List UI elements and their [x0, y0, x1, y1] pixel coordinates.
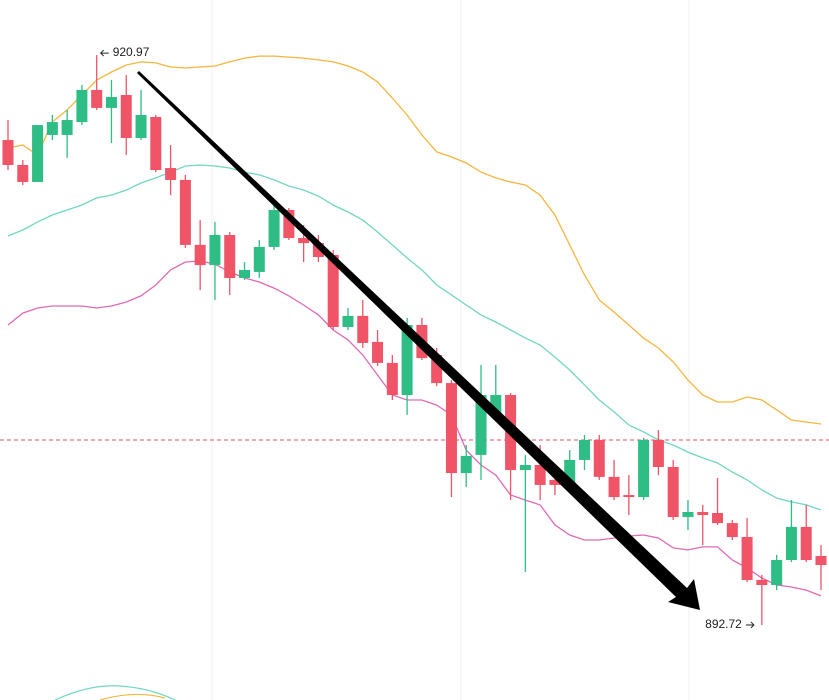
candle-body — [386, 362, 398, 395]
vertical-grid — [211, 0, 690, 700]
candle-body — [135, 114, 147, 138]
candle-body — [564, 459, 576, 485]
candle-body — [224, 235, 236, 278]
candle-body — [372, 341, 384, 363]
candle-body — [401, 324, 413, 395]
candle-body — [785, 526, 797, 560]
candle-body — [342, 315, 354, 328]
candle-body — [623, 495, 635, 498]
high-label: 920.97 — [113, 45, 150, 59]
candle-body — [165, 168, 177, 180]
candle-body — [741, 537, 753, 580]
candle-body — [771, 560, 783, 586]
band-line — [7, 55, 822, 425]
indicator-line — [54, 685, 176, 700]
candle-body — [475, 394, 487, 455]
candle-body — [460, 455, 472, 474]
candle-body — [712, 512, 724, 524]
low-label: 892.72 — [705, 617, 742, 631]
candle-body — [697, 511, 709, 516]
candle-body — [608, 476, 620, 498]
candle-body — [17, 165, 29, 182]
pointer — [99, 49, 109, 57]
candle-body — [490, 394, 502, 415]
candle-body — [578, 439, 590, 460]
candle-body — [120, 95, 132, 138]
candle-body — [549, 479, 561, 485]
arrow — [137, 71, 700, 610]
band-line — [7, 164, 822, 511]
trend-arrow — [137, 71, 700, 610]
candle-body — [815, 555, 827, 566]
candle-body — [682, 511, 694, 518]
candle-body — [253, 246, 265, 272]
candle-body — [756, 579, 768, 586]
candle-body — [209, 235, 221, 266]
candle-body — [534, 464, 546, 485]
candle-body — [194, 244, 206, 266]
candle-body — [105, 97, 117, 108]
candle-body — [312, 243, 324, 258]
candle-body — [431, 355, 443, 384]
candle-body — [46, 122, 58, 135]
candle-body — [298, 238, 310, 244]
candle-body — [800, 526, 812, 560]
candle-body — [2, 140, 14, 166]
candle-body — [283, 210, 295, 239]
candle-body — [32, 125, 44, 182]
candle-body — [445, 383, 457, 474]
candle-body — [652, 439, 664, 468]
candle-body — [91, 89, 103, 108]
candle-body — [593, 439, 605, 477]
candle-body — [327, 254, 339, 328]
pointer — [745, 621, 755, 629]
indicator-line — [99, 693, 166, 700]
candle-body — [726, 523, 738, 538]
candle-body — [638, 439, 650, 498]
candle-body — [179, 179, 191, 245]
candle-body — [667, 467, 679, 518]
candle-body — [519, 464, 531, 471]
lower-panel-peek — [54, 685, 176, 700]
candle-body — [239, 269, 251, 278]
candle-body — [357, 315, 369, 343]
candle-body — [61, 120, 73, 135]
candle-body — [268, 210, 280, 247]
candle-body — [76, 89, 88, 123]
band-line — [7, 260, 822, 597]
candle-body — [150, 117, 162, 171]
